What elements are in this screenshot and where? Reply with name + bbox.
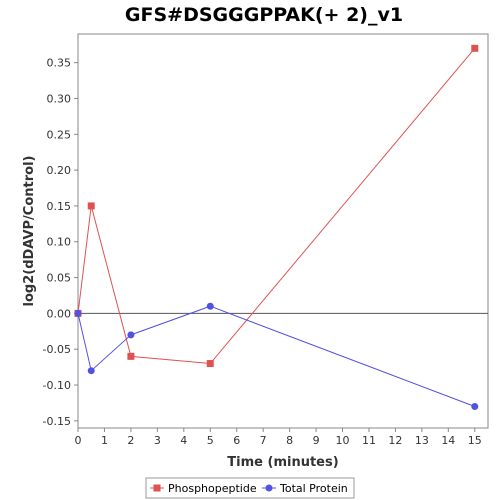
x-tick-label: 4 [180,434,187,447]
y-tick-label: -0.10 [43,379,71,392]
y-tick-label: 0.30 [47,92,72,105]
total-protein-point [206,302,214,310]
series-group [74,44,479,411]
x-tick-label: 9 [313,434,320,447]
x-axis-ticks: 0 1 2 3 4 5 6 7 8 9 10 11 12 13 14 15 [75,428,482,447]
phosphopeptide-point [127,352,135,360]
legend-phosphopeptide-marker [153,484,161,492]
legend-total-protein-label: Total Protein [279,482,348,495]
legend-total-protein-marker [265,484,273,492]
y-tick-label: 0.05 [47,272,72,285]
y-tick-label: 0.20 [47,164,72,177]
y-tick-label: -0.05 [43,343,71,356]
y-axis-ticks: -0.15 -0.10 -0.05 0.00 0.05 0.10 0.15 0.20 0.25 0… [43,57,78,428]
x-tick-label: 1 [101,434,108,447]
y-tick-label: 0.10 [47,236,72,249]
phosphopeptide-point [87,202,95,210]
total-protein-point [74,309,82,317]
y-axis-label: log2(dDAVP/Control) [22,156,37,307]
total-protein-point [471,403,479,411]
chart-title: GFS#DSGGGPPAK(+ 2)_v1 [125,4,403,26]
x-tick-label: 2 [127,434,134,447]
plot-area [77,33,489,429]
x-tick-label: 15 [468,434,482,447]
x-tick-label: 7 [260,434,267,447]
phosphopeptide-point [206,360,214,368]
y-tick-label: 0.25 [47,128,72,141]
x-tick-label: 6 [233,434,240,447]
x-tick-label: 8 [286,434,293,447]
x-tick-label: 14 [441,434,455,447]
total-protein-point [87,367,95,375]
x-tick-label: 10 [336,434,350,447]
x-tick-label: 5 [207,434,214,447]
y-tick-label: 0.15 [47,200,72,213]
y-tick-label: -0.15 [43,415,71,428]
x-tick-label: 12 [388,434,402,447]
legend-box [145,477,355,499]
total-protein-point [127,331,135,339]
y-tick-label: 0.35 [47,57,72,70]
legend: Phosphopeptide Total Protein [145,477,355,499]
x-axis-label: Time (minutes) [227,455,338,470]
y-tick-label: 0.00 [47,307,72,320]
phosphopeptide-point [471,44,479,52]
x-tick-label: 0 [75,434,82,447]
legend-phosphopeptide-label: Phosphopeptide [168,482,257,495]
x-tick-label: 13 [415,434,429,447]
x-tick-label: 11 [362,434,376,447]
x-tick-label: 3 [154,434,161,447]
